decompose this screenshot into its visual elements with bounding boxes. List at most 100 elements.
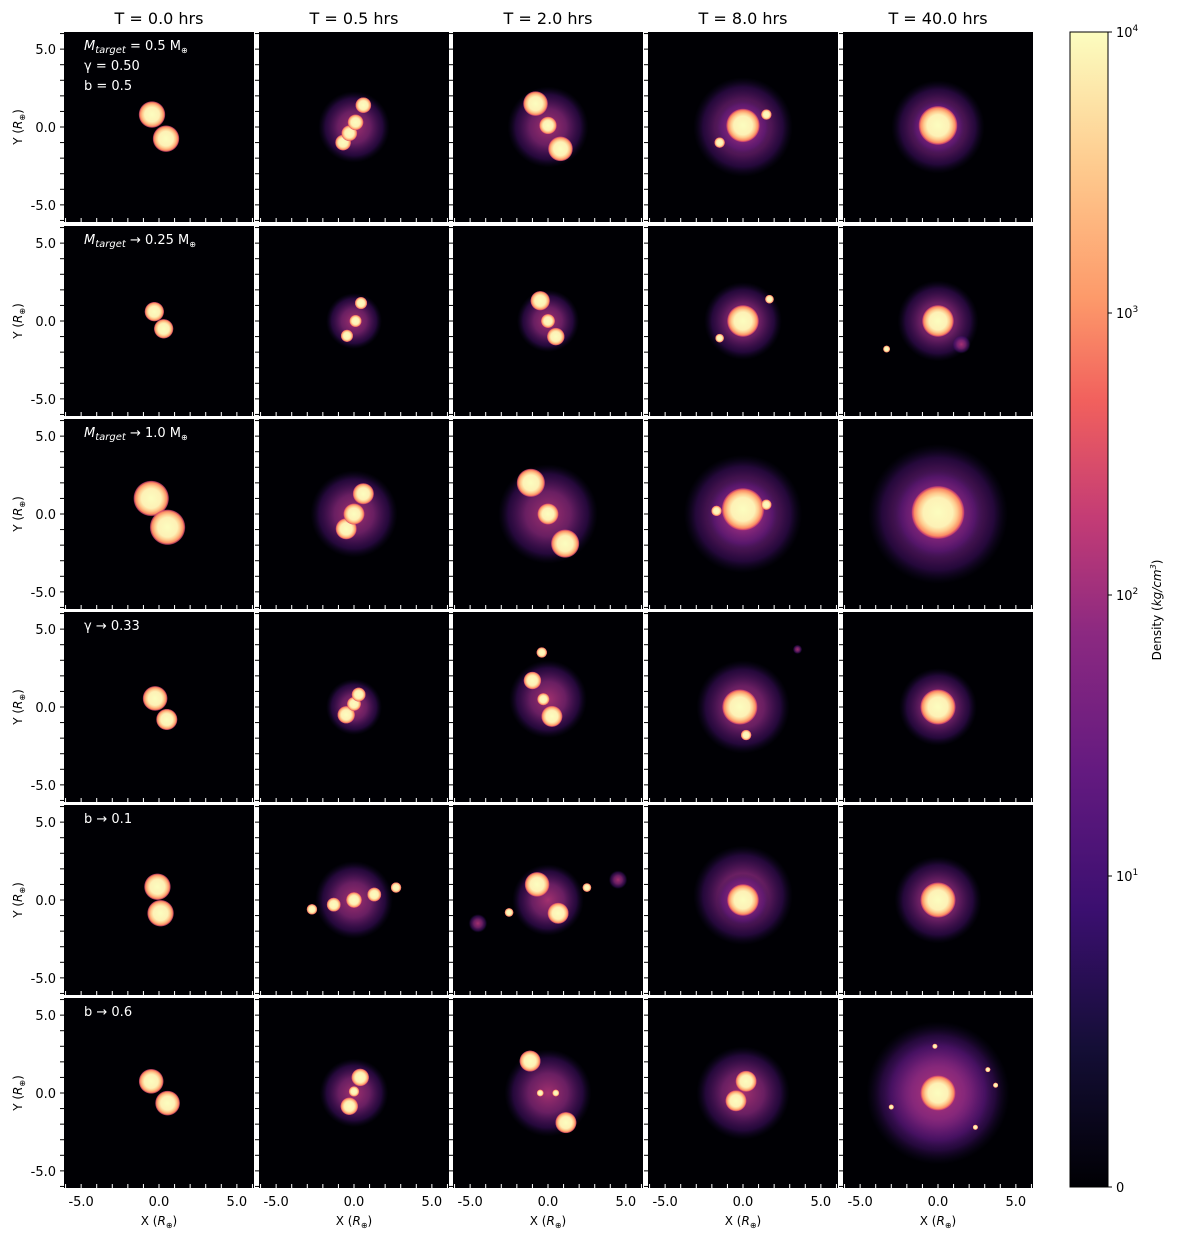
x-tick-label: 0.0: [149, 1195, 170, 1210]
dense-body-blob: [540, 313, 556, 329]
dense-body-blob: [390, 882, 402, 893]
dense-body-blob: [541, 705, 563, 728]
y-tick-label: 0.0: [35, 701, 56, 716]
debris-haze: [608, 870, 628, 890]
y-label-sym: R: [11, 701, 25, 709]
debris-haze: [952, 335, 971, 354]
y-label-sub: ⊕: [18, 1080, 27, 1087]
x-label-post: ): [173, 1214, 178, 1228]
dense-body-blob: [888, 1104, 894, 1110]
x-axis-label: X (R⊕): [141, 1214, 177, 1230]
debris-haze: [512, 864, 584, 936]
x-label-post: ): [562, 1214, 567, 1228]
dense-body-blob: [142, 685, 168, 711]
x-tick-label: 0.0: [733, 1195, 754, 1210]
y-label-pre: Y (: [11, 323, 25, 340]
density-panel: [449, 226, 643, 416]
x-tick-label: 5.0: [1006, 1195, 1027, 1210]
colorbar-label-pre: Density (: [1150, 606, 1164, 660]
x-label-sym: R: [157, 1214, 165, 1228]
row-annotation: Mtarget = 0.5 M⊕: [84, 39, 188, 56]
debris-haze: [792, 644, 803, 655]
dense-body-blob: [764, 294, 774, 304]
colorbar-tick-base: 10: [1116, 307, 1133, 322]
column-title: T = 0.5 hrs: [309, 9, 399, 28]
row-annotation: Mtarget → 0.25 M⊕: [84, 233, 196, 250]
dense-body-blob: [536, 647, 548, 658]
dense-body-blob: [355, 97, 372, 114]
y-label-pre: Y (: [11, 516, 25, 533]
dense-body-blob: [326, 897, 341, 912]
density-panel: -5.0 0.0 5.0 X (R⊕): [255, 998, 449, 1230]
panel-background: [64, 998, 254, 1188]
density-panel: [449, 419, 643, 609]
x-axis-label: X (R⊕): [920, 1214, 956, 1230]
density-panel: [644, 32, 838, 222]
annotation-sub: target: [95, 432, 127, 443]
y-label-sub: ⊕: [18, 694, 27, 701]
column-title: T = 40.0 hrs: [887, 9, 987, 28]
column-title: T = 2.0 hrs: [503, 9, 593, 28]
row-annotation: b → 0.6: [84, 1005, 132, 1020]
x-label-post: ): [757, 1214, 762, 1228]
column-title: T = 0.0 hrs: [114, 9, 204, 28]
density-panel: [449, 805, 643, 995]
y-tick-label: 0.0: [35, 894, 56, 909]
dense-body-blob: [721, 487, 765, 531]
dense-body-blob: [530, 290, 551, 311]
dense-body-blob: [582, 883, 592, 893]
dense-body-blob: [144, 301, 165, 322]
dense-body-blob: [918, 105, 958, 146]
y-label-post: ): [11, 496, 25, 501]
dense-body-blob: [725, 1090, 747, 1112]
y-label-sym: R: [11, 1087, 25, 1095]
dense-body-blob: [721, 689, 758, 725]
dense-body-blob: [552, 1089, 560, 1097]
dense-body-blob: [711, 505, 722, 517]
dense-body-blob: [340, 1097, 359, 1116]
y-label-pre: Y (: [11, 1095, 25, 1112]
dense-body-blob: [546, 327, 565, 346]
y-axis-label: Y (R⊕): [11, 882, 27, 919]
y-tick-label: 0.0: [35, 315, 56, 330]
colorbar-label-main: kg/cm: [1150, 569, 1164, 606]
y-axis-label: Y (R⊕): [11, 496, 27, 533]
y-label-post: ): [11, 882, 25, 887]
y-label-sym: R: [11, 508, 25, 516]
density-panel: [839, 419, 1033, 609]
density-panel: [839, 32, 1033, 222]
dense-body-blob: [156, 708, 178, 731]
annotation-main: b → 0.6: [84, 1005, 132, 1020]
dense-body-blob: [337, 705, 356, 724]
density-panel: [644, 226, 838, 416]
x-tick-label: 5.0: [616, 1195, 637, 1210]
dense-body-blob: [537, 692, 550, 706]
x-label-sub: ⊕: [750, 1221, 757, 1230]
debris-haze: [504, 1049, 592, 1137]
dense-body-blob: [920, 689, 956, 725]
y-label-sub: ⊕: [18, 114, 27, 121]
dense-body-blob: [921, 304, 955, 338]
annotation-main: γ → 0.33: [84, 619, 140, 634]
annotation-rsub: ⊕: [181, 433, 188, 442]
dense-body-blob: [555, 1111, 577, 1134]
dense-body-blob: [539, 116, 557, 135]
x-tick-label: 5.0: [227, 1195, 248, 1210]
dense-body-blob: [149, 509, 186, 546]
density-panel: [644, 805, 838, 995]
annotation-main: b = 0.5: [84, 79, 132, 94]
row-annotation: b → 0.1: [84, 812, 132, 827]
row-annotation: Mtarget → 1.0 M⊕: [84, 426, 188, 443]
density-panel: [839, 226, 1033, 416]
y-label-pre: Y (: [11, 709, 25, 726]
dense-body-blob: [516, 468, 546, 498]
dense-body-blob: [726, 304, 760, 338]
y-axis-label: Y (R⊕): [11, 1075, 27, 1112]
y-label-sub: ⊕: [18, 887, 27, 894]
annotation-main: M: [84, 39, 95, 54]
x-label-post: ): [368, 1214, 373, 1228]
colorbar-label-post: ): [1150, 560, 1164, 565]
x-tick-label: 0.0: [344, 1195, 365, 1210]
